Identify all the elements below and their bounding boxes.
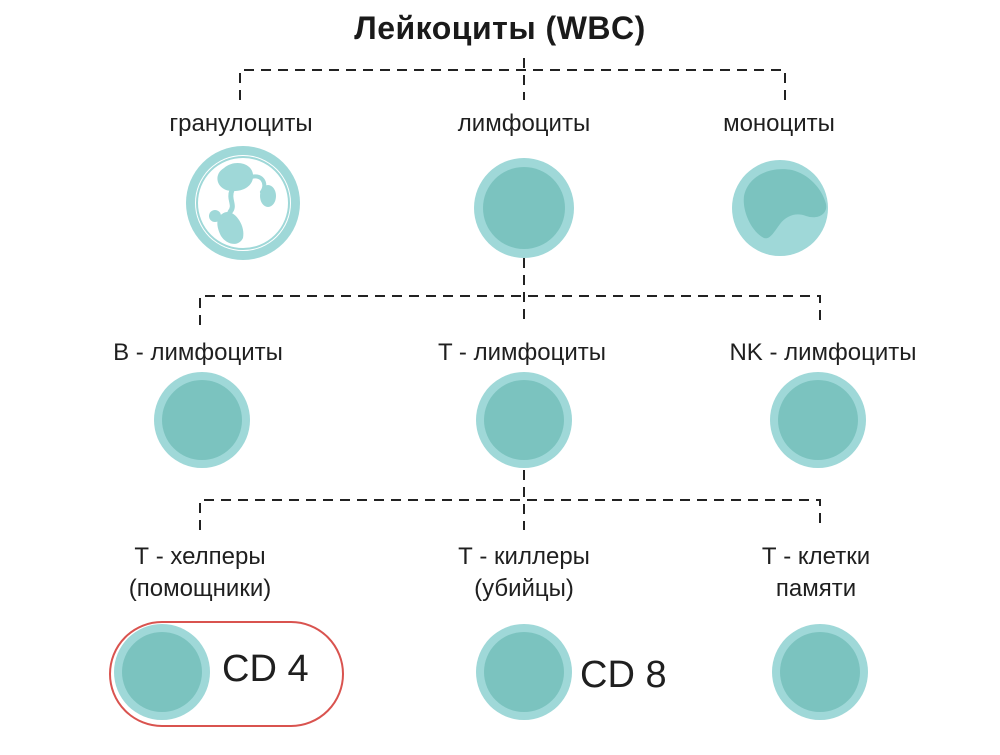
lymphocyte-cell-icon — [474, 158, 574, 258]
cd4-highlight-border — [109, 621, 344, 727]
label-lymphocytes: лимфоциты — [457, 110, 591, 137]
label-t-helpers-line2: (помощники) — [128, 575, 272, 602]
label-t-memory-line1: Т - клетки — [761, 543, 871, 570]
diagram-title: Лейкоциты (WBC) — [354, 10, 646, 46]
monocyte-cell-icon — [732, 160, 828, 256]
nk-lymphocyte-cell-icon — [770, 372, 866, 468]
label-granulocytes: гранулоциты — [169, 110, 313, 137]
connector-level2 — [199, 258, 821, 325]
connector-level1 — [239, 58, 786, 100]
label-t-killers-line2: (убийцы) — [474, 575, 574, 602]
label-t-lymphocytes: T - лимфоциты — [438, 339, 606, 366]
marker-cd4: CD 4 — [222, 648, 309, 690]
label-t-memory-line2: памяти — [775, 575, 857, 602]
t-lymphocyte-cell-icon — [476, 372, 572, 468]
b-lymphocyte-cell-icon — [154, 372, 250, 468]
label-monocytes: моноциты — [723, 110, 835, 137]
t-memory-cell-icon — [772, 624, 868, 720]
connector-level3 — [199, 470, 821, 530]
t-helper-cell-icon — [114, 624, 210, 720]
t-killer-cell-icon — [476, 624, 572, 720]
label-b-lymphocytes: B - лимфоциты — [113, 339, 283, 366]
connectors — [199, 58, 821, 530]
label-t-helpers-line1: Т - хелперы — [134, 543, 266, 570]
label-t-killers-line1: Т - киллеры — [458, 543, 590, 570]
granulocyte-cell-icon — [186, 146, 300, 260]
marker-cd8: CD 8 — [580, 654, 667, 696]
label-nk-lymphocytes: NK - лимфоциты — [729, 339, 917, 366]
